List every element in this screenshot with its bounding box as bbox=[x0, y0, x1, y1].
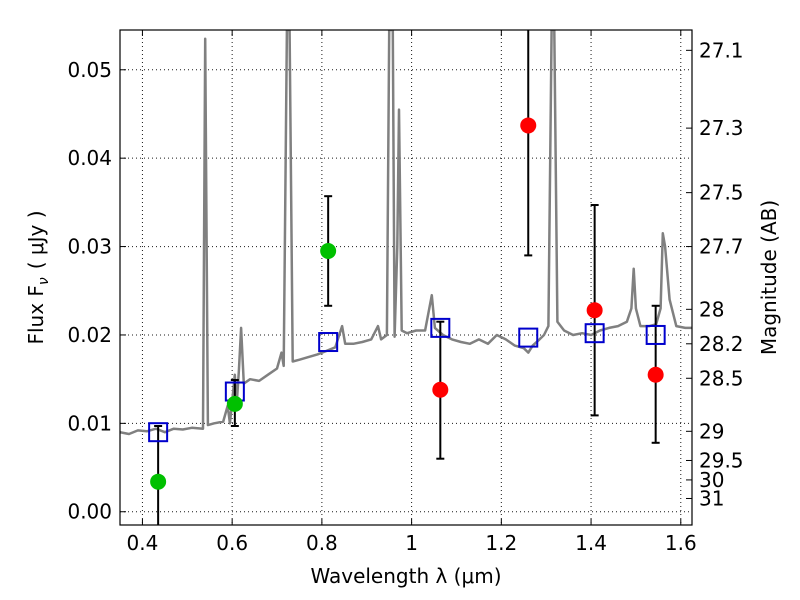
plot-frame bbox=[119, 29, 693, 526]
y-axis-label-main: Flux F bbox=[24, 285, 48, 344]
y-tick-label: 0.04 bbox=[67, 146, 112, 170]
y2-tick-label: 29.5 bbox=[699, 448, 744, 472]
model-marker bbox=[645, 324, 666, 345]
model-marker bbox=[584, 323, 605, 344]
markers bbox=[148, 117, 666, 490]
y2-tick-label: 27.7 bbox=[699, 235, 744, 259]
error-bars bbox=[154, 30, 660, 525]
red-data-point bbox=[432, 381, 449, 398]
y2-tick-label: 28 bbox=[699, 297, 724, 321]
model-marker bbox=[430, 317, 451, 338]
y2-tick-label: 27.5 bbox=[699, 181, 744, 205]
model-marker bbox=[318, 332, 339, 353]
y-axis-label-subscript: ν bbox=[36, 277, 52, 285]
spectrum bbox=[120, 30, 692, 436]
red-data-point bbox=[647, 366, 664, 383]
y2-axis-label: Magnitude (AB) bbox=[757, 200, 781, 355]
model-marker bbox=[148, 422, 169, 443]
ticks: 0.4 0.6 0.8 1 1.2 1.4 1.6 0.00 0.01 0.02 0.03 0.04 0… bbox=[67, 30, 744, 555]
green-data-point bbox=[226, 395, 243, 412]
x-tick-label: 1 bbox=[405, 531, 418, 555]
y2-tick-label: 28.5 bbox=[699, 366, 744, 390]
y2-tick-label: 27.1 bbox=[699, 38, 744, 62]
x-tick-label: 1.4 bbox=[575, 531, 607, 555]
x-tick-label: 0.4 bbox=[127, 531, 159, 555]
model-marker bbox=[518, 327, 539, 348]
green-data-point bbox=[150, 473, 167, 490]
y-axis-label: Flux Fν ( μJy ) bbox=[24, 210, 52, 344]
x-tick-label: 1.2 bbox=[485, 531, 517, 555]
x-tick-label: 0.8 bbox=[306, 531, 338, 555]
y-tick-label: 0.02 bbox=[67, 323, 112, 347]
grid bbox=[120, 30, 692, 525]
y2-tick-label: 28.2 bbox=[699, 332, 744, 356]
y2-tick-label: 31 bbox=[699, 486, 724, 510]
y-tick-label: 0.05 bbox=[67, 58, 112, 82]
red-data-point bbox=[586, 302, 603, 319]
green-data-point bbox=[320, 242, 337, 259]
y2-tick-label: 29 bbox=[699, 419, 724, 443]
y-tick-label: 0.03 bbox=[67, 235, 112, 259]
y2-tick-label: 30 bbox=[699, 468, 724, 492]
x-axis-label: Wavelength λ (μm) bbox=[310, 564, 501, 588]
x-tick-label: 1.6 bbox=[665, 531, 697, 555]
x-tick-label: 0.6 bbox=[216, 531, 248, 555]
spectrum-line bbox=[120, 30, 692, 436]
red-data-point bbox=[520, 117, 537, 134]
y-tick-label: 0.01 bbox=[67, 411, 112, 435]
y2-tick-label: 27.3 bbox=[699, 116, 744, 140]
y-axis-label-unit: ( μJy ) bbox=[24, 210, 48, 269]
y-tick-label: 0.00 bbox=[67, 500, 112, 524]
